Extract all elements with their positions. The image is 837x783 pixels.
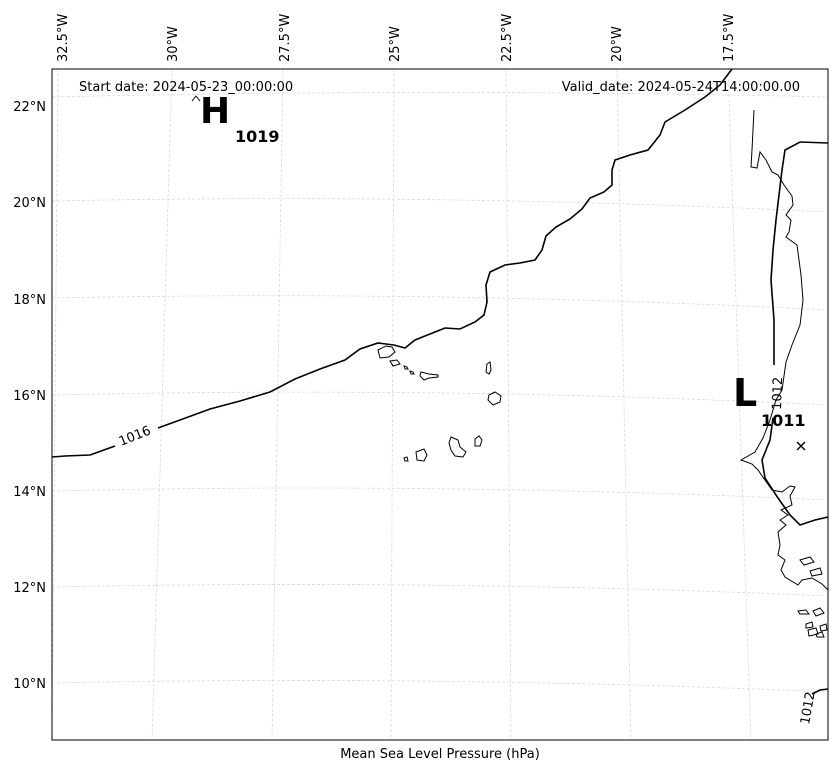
isobar-label-1012-coast: 1012 xyxy=(770,377,786,411)
map-frame xyxy=(51,68,829,741)
lon-label-30w: 30°W xyxy=(166,26,181,62)
lon-label-32-5w: 32.5°W xyxy=(56,14,71,62)
longitude-labels: 32.5°W 30°W 27.5°W 25°W 22.5°W 20°W 17.5… xyxy=(56,14,737,62)
lon-label-17-5w: 17.5°W xyxy=(722,14,737,62)
low-pressure-letter: L xyxy=(733,371,757,415)
isobar-1012-coast xyxy=(761,141,828,526)
graticule xyxy=(52,69,828,740)
africa-coastline xyxy=(739,109,828,591)
isobar-1016 xyxy=(52,69,733,458)
latitude-labels: 22°N 20°N 18°N 16°N 14°N 12°N 10°N xyxy=(13,100,46,692)
low-pressure-value: 1011 xyxy=(761,411,806,430)
valid-date-label: Valid_date: 2024-05-24T14:00:00.00 xyxy=(562,80,800,95)
high-pressure-value: 1019 xyxy=(235,127,280,146)
isobar-label-1012-bottom: 1012 xyxy=(798,690,819,725)
lat-label-10n: 10°N xyxy=(13,677,46,692)
lon-label-22-5w: 22.5°W xyxy=(500,14,515,62)
lon-label-20w: 20°W xyxy=(610,26,625,62)
cape-verde-islands xyxy=(377,345,502,462)
isobar-1012-bottom xyxy=(811,688,828,695)
lon-label-25w: 25°W xyxy=(388,26,403,62)
start-date-label: Start date: 2024-05-23_00:00:00 xyxy=(79,80,293,95)
lat-label-18n: 18°N xyxy=(13,293,46,308)
lat-label-14n: 14°N xyxy=(13,485,46,500)
lat-label-22n: 22°N xyxy=(13,100,46,115)
high-pressure-marker xyxy=(191,95,201,102)
isobar-label-1016: 1016 xyxy=(117,423,153,449)
map-footer-label: Mean Sea Level Pressure (hPa) xyxy=(340,747,540,762)
lat-label-12n: 12°N xyxy=(13,581,46,596)
low-center-marker xyxy=(796,441,806,451)
bissagos-islands xyxy=(797,556,828,638)
lat-label-16n: 16°N xyxy=(13,389,46,404)
lat-label-20n: 20°N xyxy=(13,196,46,211)
lon-label-27-5w: 27.5°W xyxy=(278,14,293,62)
high-pressure-letter: H xyxy=(200,91,230,132)
